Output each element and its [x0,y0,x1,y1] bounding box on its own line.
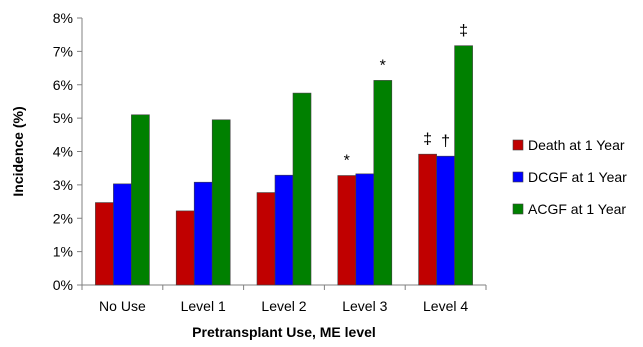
y-tick-label: 0% [53,277,73,293]
significance-marker: ‡ [423,131,432,148]
x-axis-title: Pretransplant Use, ME level [192,324,376,340]
bar-death-at-1-year-level-3 [337,175,357,286]
y-tick-label: 3% [53,177,73,193]
bar-group [95,45,473,286]
y-tick-label: 2% [53,210,73,226]
legend-label: ACGF at 1 Year [528,201,626,217]
x-tick-label: Level 1 [181,298,226,314]
bar-acgf-at-1-year-level-3 [373,80,393,286]
legend-swatch [512,139,524,151]
x-tick-label: No Use [99,298,146,314]
y-tick-label: 8% [53,10,73,26]
bar-dcgf-at-1-year-level-3 [355,173,375,286]
bar-acgf-at-1-year-level-1 [211,119,231,286]
y-axis-title: Incidence (%) [10,106,26,196]
bar-dcgf-at-1-year-level-4 [436,155,455,286]
y-tick-label: 5% [53,110,73,126]
significance-marker: * [380,57,386,74]
legend: Death at 1 Year DCGF at 1 Year ACGF at 1 Y… [512,137,627,217]
significance-marker: † [441,133,450,150]
y-tick-group: 0% 1% 2% 3% 4% 5% 6% 7% 8% [53,10,82,293]
significance-marker: * [344,153,350,170]
bar-death-at-1-year-level-4 [418,153,437,286]
x-tick-label: Level 2 [261,298,306,314]
legend-label: DCGF at 1 Year [528,169,627,185]
y-tick-label: 7% [53,43,73,59]
bar-acgf-at-1-year-no-use [131,114,150,286]
bar-death-at-1-year-level-1 [175,210,195,286]
x-tick-label: Level 4 [423,298,468,314]
bar-acgf-at-1-year-level-2 [292,92,312,286]
x-tick-group: No Use Level 1 Level 2 Level 3 Level 4 [81,285,487,314]
bar-dcgf-at-1-year-level-2 [274,174,294,286]
annotation-group: * * ‡ † ‡ [344,23,468,170]
bar-dcgf-at-1-year-no-use [113,183,132,286]
bar-acgf-at-1-year-level-4 [454,45,473,286]
significance-marker: ‡ [459,23,468,40]
legend-label: Death at 1 Year [528,137,625,153]
y-tick-label: 1% [53,244,73,260]
legend-swatch [512,171,524,183]
x-tick-label: Level 3 [342,298,387,314]
bar-death-at-1-year-level-2 [256,192,276,286]
y-tick-label: 6% [53,77,73,93]
legend-swatch [512,203,524,215]
y-tick-label: 4% [53,144,73,160]
bar-death-at-1-year-no-use [95,202,114,286]
bar-dcgf-at-1-year-level-1 [193,181,213,286]
